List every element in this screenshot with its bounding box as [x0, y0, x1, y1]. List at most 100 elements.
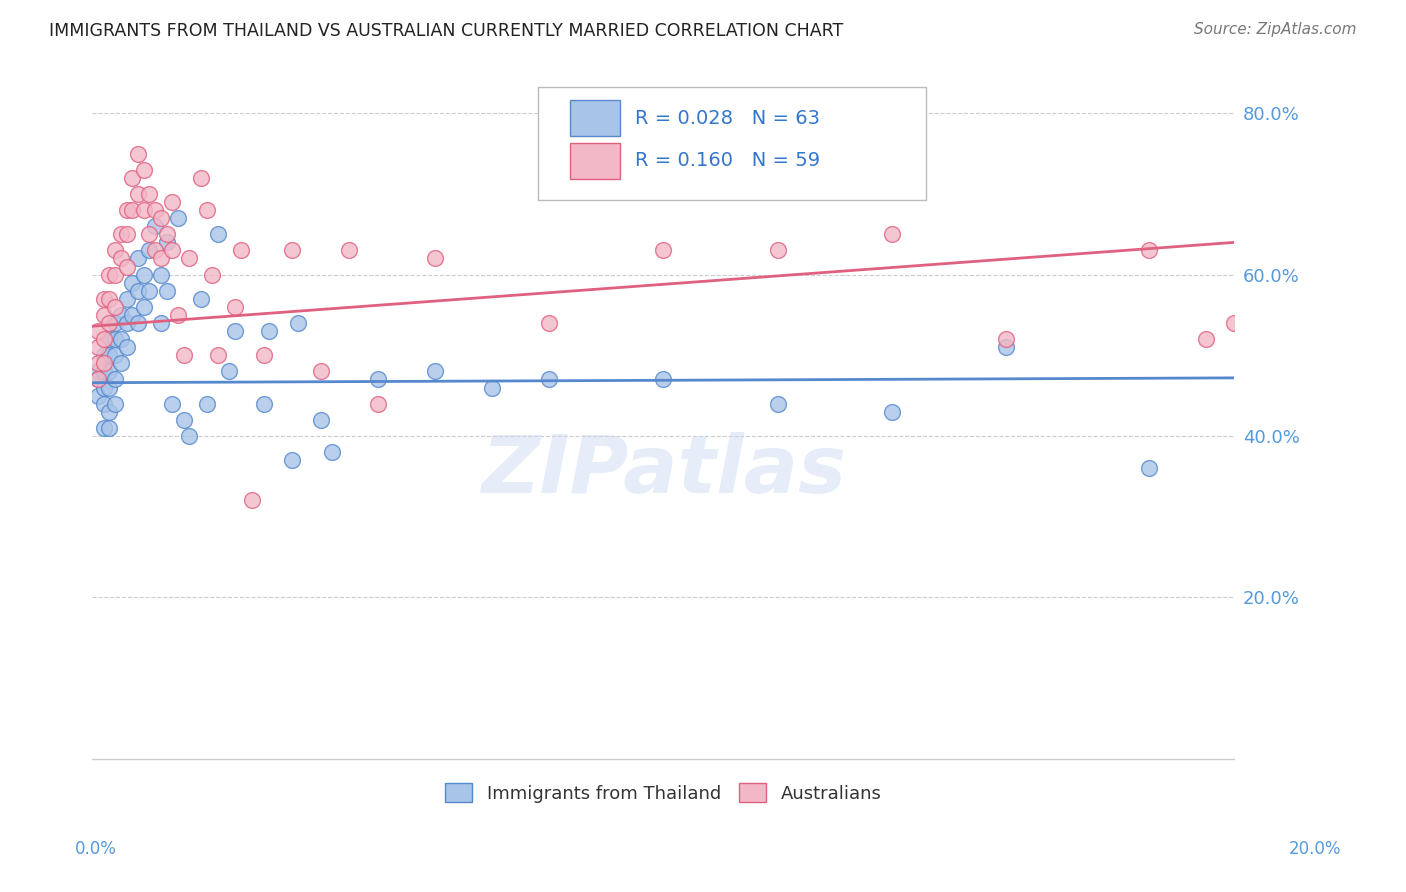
Point [538, 316, 561, 330]
Point [110, 332, 132, 346]
Point [115, 292, 138, 306]
Point [110, 227, 132, 242]
Point [201, 268, 224, 282]
Point [179, 252, 201, 266]
Point [179, 429, 201, 443]
Point [309, 364, 332, 378]
Point [149, 316, 172, 330]
Text: ZIPatlas: ZIPatlas [481, 432, 846, 509]
Point [423, 252, 446, 266]
Point [110, 308, 132, 322]
Point [93, 332, 115, 346]
Point [93, 421, 115, 435]
Point [240, 493, 263, 508]
Point [115, 203, 138, 218]
Point [259, 324, 281, 338]
Legend: Immigrants from Thailand, Australians: Immigrants from Thailand, Australians [439, 776, 889, 810]
Text: R = 0.160   N = 59: R = 0.160 N = 59 [636, 152, 820, 170]
Point [224, 300, 246, 314]
Point [766, 244, 789, 258]
Point [155, 235, 177, 250]
Text: R = 0.028   N = 63: R = 0.028 N = 63 [636, 109, 820, 128]
Point [93, 364, 115, 378]
Point [104, 244, 127, 258]
Text: 20.0%: 20.0% [1288, 840, 1341, 858]
Point [143, 219, 166, 234]
Point [281, 453, 304, 467]
Point [93, 348, 115, 362]
Point [138, 227, 160, 242]
Point [93, 397, 115, 411]
Point [115, 340, 138, 354]
Point [127, 252, 149, 266]
Point [93, 356, 115, 370]
Point [110, 252, 132, 266]
Point [218, 364, 240, 378]
Point [87, 372, 110, 386]
Point [253, 397, 276, 411]
Point [167, 211, 190, 226]
Point [229, 244, 252, 258]
Point [127, 284, 149, 298]
Point [538, 372, 561, 386]
Point [162, 244, 184, 258]
Point [149, 211, 172, 226]
Point [98, 405, 121, 419]
Point [143, 244, 166, 258]
Point [104, 332, 127, 346]
Point [104, 300, 127, 314]
Point [309, 413, 332, 427]
Point [127, 146, 149, 161]
Point [98, 332, 121, 346]
Point [190, 292, 212, 306]
Point [138, 244, 160, 258]
Point [87, 372, 110, 386]
Point [1137, 461, 1160, 475]
Point [132, 162, 155, 177]
Point [87, 364, 110, 378]
Point [143, 203, 166, 218]
Point [766, 397, 789, 411]
Point [173, 348, 195, 362]
Point [121, 276, 143, 290]
FancyBboxPatch shape [569, 101, 620, 136]
Point [481, 380, 503, 394]
Point [281, 244, 304, 258]
Point [87, 340, 110, 354]
Point [155, 284, 177, 298]
Point [93, 308, 115, 322]
Point [115, 227, 138, 242]
Point [155, 227, 177, 242]
Point [321, 445, 343, 459]
Point [98, 364, 121, 378]
Point [121, 203, 143, 218]
Point [87, 324, 110, 338]
Point [121, 170, 143, 185]
Point [93, 292, 115, 306]
Point [121, 308, 143, 322]
Point [162, 194, 184, 209]
Point [1137, 244, 1160, 258]
Point [423, 364, 446, 378]
Point [652, 244, 675, 258]
Text: IMMIGRANTS FROM THAILAND VS AUSTRALIAN CURRENTLY MARRIED CORRELATION CHART: IMMIGRANTS FROM THAILAND VS AUSTRALIAN C… [49, 22, 844, 40]
Point [224, 324, 246, 338]
Point [880, 227, 903, 242]
Point [337, 244, 360, 258]
Point [1195, 332, 1218, 346]
Point [87, 356, 110, 370]
Point [104, 372, 127, 386]
Point [190, 170, 212, 185]
Text: Source: ZipAtlas.com: Source: ZipAtlas.com [1194, 22, 1357, 37]
Point [1223, 316, 1246, 330]
Point [207, 227, 229, 242]
Point [994, 340, 1017, 354]
Point [98, 421, 121, 435]
Point [149, 252, 172, 266]
Point [880, 405, 903, 419]
Point [652, 372, 675, 386]
Point [167, 308, 190, 322]
Point [253, 348, 276, 362]
Point [115, 316, 138, 330]
Point [104, 268, 127, 282]
